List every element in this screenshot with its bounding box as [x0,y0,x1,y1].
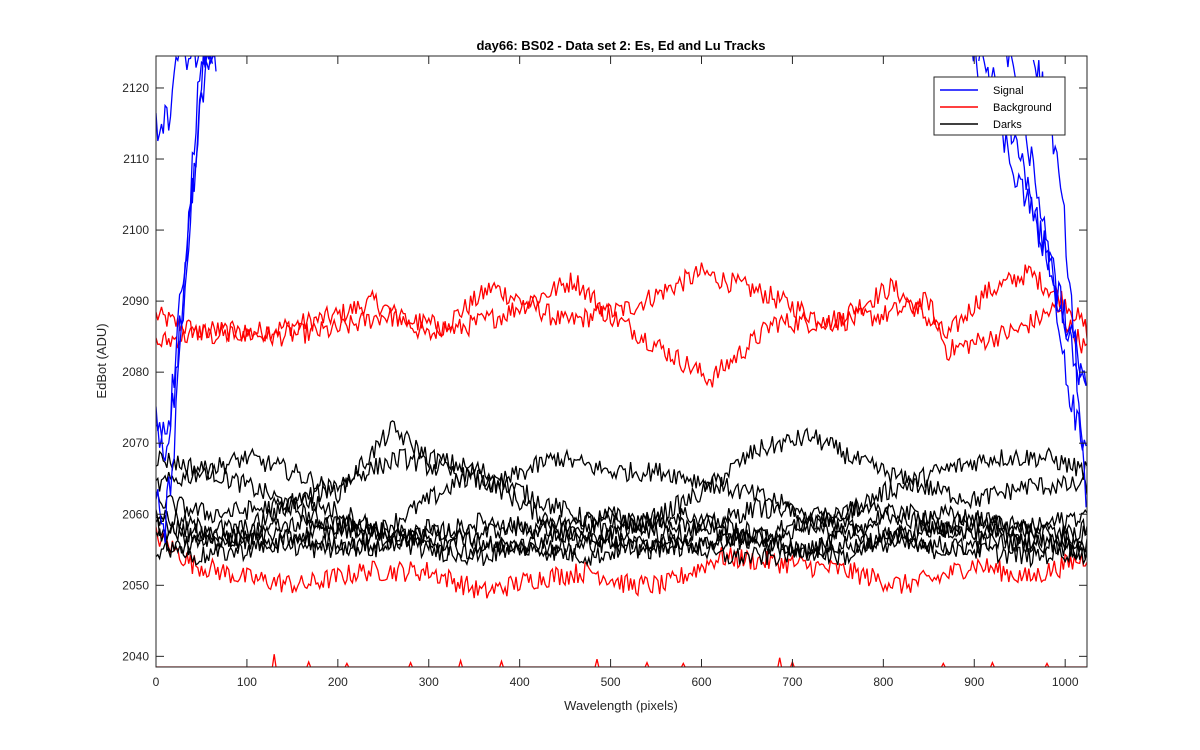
x-tick-label-1: 100 [237,675,257,689]
x-axis-label: Wavelength (pixels) [564,698,678,713]
x-tick-label-10: 1000 [1052,675,1079,689]
y-tick-label-3: 2070 [122,436,149,450]
darks-series-line-11 [156,447,1087,558]
background-series-line-8 [156,262,1087,345]
y-tick-label-6: 2100 [122,223,149,237]
chart-title: day66: BS02 - Data set 2: Es, Ed and Lu … [476,38,765,53]
y-tick-label-8: 2120 [122,81,149,95]
x-tick-label-3: 300 [419,675,439,689]
legend-background-label: Background [993,102,1052,114]
x-tick-label-0: 0 [153,675,160,689]
series-layer [156,56,1087,667]
background-series-line-10 [156,526,1087,599]
y-tick-label-7: 2110 [123,152,149,166]
y-tick-label-1: 2050 [122,578,149,592]
signal-series-line-6 [1032,59,1087,508]
signal-series-line-2 [156,56,215,543]
plot-frame [155,55,1088,668]
signal-series-line-0 [156,56,214,142]
y-tick-label-0: 2040 [122,649,149,663]
signal-series-line-3 [156,56,217,448]
legend-box [933,76,1066,136]
y-axis-label: EdBot (ADU) [94,323,109,398]
background-series-line-9 [156,272,1087,388]
legend-darks-label: Darks [993,119,1022,131]
x-tick-label-9: 900 [964,675,984,689]
y-tick-label-4: 2080 [122,365,149,379]
y-tick-label-2: 2060 [122,507,149,521]
background-bottom-trace [156,654,1087,667]
x-tick-label-8: 800 [873,675,893,689]
y-tick-label-5: 2090 [122,294,149,308]
x-tick-label-6: 600 [691,675,711,689]
x-tick-label-7: 700 [782,675,802,689]
legend: Signal Background Darks [933,76,1066,136]
x-tick-label-5: 500 [601,675,621,689]
x-tick-label-4: 400 [510,675,530,689]
ticks-layer: 0 100 200 300 400 500 600 700 800 900 1000 2040 2050… [122,56,1087,689]
legend-signal-label: Signal [993,85,1024,97]
darks-series-line-17 [156,500,1087,560]
darks-series-line-18 [156,508,1087,567]
x-tick-label-2: 200 [328,675,348,689]
plot-area [156,56,1087,667]
